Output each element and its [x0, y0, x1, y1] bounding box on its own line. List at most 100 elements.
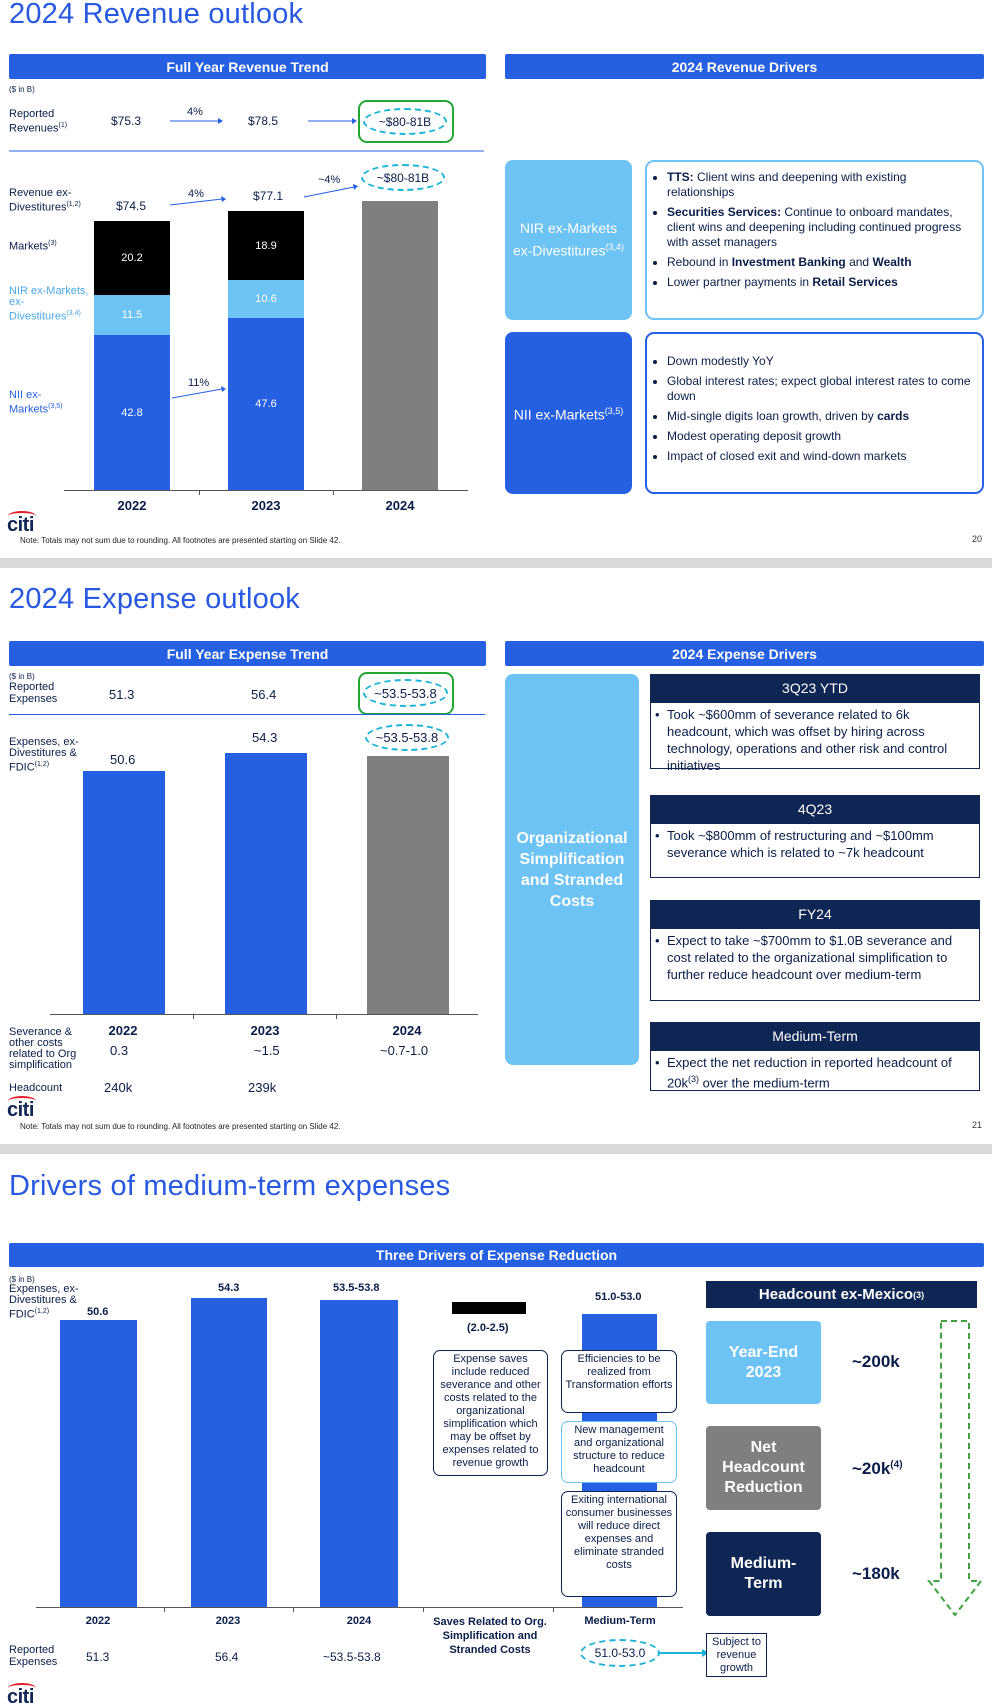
bar-2022-nii: 42.8	[94, 335, 170, 490]
three-drivers-banner: Three Drivers of Expense Reduction	[9, 1243, 984, 1267]
driver-body-fy24: • Expect to take ~$700mm to $1.0B severan…	[650, 928, 980, 1001]
nii-label: NII ex-Markets(3,5)	[9, 389, 63, 416]
severance-label: Severance & other costs related to Org s…	[9, 1026, 77, 1071]
unit-label: ($ in B)	[9, 1275, 35, 1284]
reported-2022: $75.3	[111, 114, 142, 128]
bar-label-2023: 54.3	[252, 730, 278, 745]
axis-tick	[164, 1607, 165, 1612]
nir-bullet: Lower partner payments in Retail Service…	[667, 275, 972, 290]
driver-header-3q23: 3Q23 YTD	[650, 674, 980, 702]
slide-separator	[0, 558, 992, 568]
reported-2022: 51.3	[109, 687, 135, 702]
bar-label-medium-term: 51.0-53.0	[595, 1291, 642, 1303]
x-label-2023: 2023	[251, 498, 281, 513]
footnote: Note: Totals may not sum due to rounding…	[20, 536, 341, 545]
headcount-header: Headcount ex-Mexico (3)	[706, 1281, 977, 1308]
bar-label-2022: 50.6	[110, 752, 136, 767]
hc-2022: 240k	[104, 1080, 133, 1095]
x-label-saves: Saves Related to Org. Simplification and…	[433, 1616, 547, 1656]
x-label-2024: 2024	[385, 498, 415, 513]
reported-expenses-label: Reported Expenses	[9, 681, 58, 705]
hc-value-year-end: ~200k	[852, 1352, 900, 1371]
nii-tile: NII ex-Markets(3,5)	[505, 332, 632, 494]
axis-tick	[333, 490, 334, 495]
bar-label-saves: (2.0-2.5)	[467, 1322, 509, 1334]
x-axis	[36, 1607, 683, 1608]
axis-tick	[193, 1014, 194, 1019]
page-title: 2024 Revenue outlook	[9, 0, 304, 30]
slide-separator	[0, 1144, 992, 1154]
nii-bullet: Global interest rates; expect global int…	[667, 374, 972, 404]
reported-2023: 56.4	[251, 687, 277, 702]
sev-2023: ~1.5	[254, 1043, 280, 1058]
left-banner: Full Year Revenue Trend	[9, 54, 486, 79]
reported-revenues-label: Reported Revenues(1)	[9, 108, 68, 135]
bar-2023-markets: 18.9	[228, 211, 304, 280]
bullet-dot: •	[655, 1055, 660, 1070]
slide-revenue-outlook: 2024 Revenue outlook Full Year Revenue T…	[0, 0, 992, 556]
nii-bullet: Down modestly YoY	[667, 354, 972, 369]
saves-textbox: Expense saves include reduced severance …	[433, 1350, 548, 1476]
total-2022: $74.5	[116, 199, 147, 213]
page-number: 21	[971, 1120, 982, 1130]
reported-2024-value: ~$80-81B	[363, 108, 447, 135]
slide-expense-outlook: 2024 Expense outlook Full Year Expense T…	[0, 568, 992, 1144]
bar-2023-nir: 10.6	[228, 280, 304, 318]
bar-2024	[367, 756, 449, 1014]
driver-body-medium-term: • Expect the net reduction in reported he…	[650, 1050, 980, 1091]
right-banner: 2024 Expense Drivers	[505, 641, 984, 666]
hc-tile-year-end: Year-End 2023	[706, 1321, 821, 1404]
reported-growth: 4%	[187, 106, 203, 118]
reported-medium-term: 51.0-53.0	[580, 1639, 660, 1667]
nii-growth: 11%	[188, 377, 210, 389]
hc-2023: 239k	[248, 1080, 277, 1095]
reported-2024: ~53.5-53.8	[323, 1650, 381, 1664]
page-title: 2024 Expense outlook	[9, 583, 300, 615]
growth-23-24: ~4%	[318, 174, 341, 186]
bar-saves	[452, 1302, 526, 1314]
x-label-2023: 2023	[215, 1615, 241, 1627]
driver-body-4q23: • Took ~$800mm of restructuring and ~$100…	[650, 823, 980, 878]
driver-header-4q23: 4Q23	[650, 795, 980, 823]
axis-tick	[199, 490, 200, 495]
nir-drivers-box: TTS: Client wins and deepening with exis…	[645, 160, 984, 320]
total-2023: $77.1	[253, 189, 284, 203]
nii-drivers-box: Down modestly YoY Global interest rates;…	[645, 332, 984, 494]
bar-2022	[83, 771, 165, 1014]
bar-2023	[191, 1298, 267, 1607]
left-banner: Full Year Expense Trend	[9, 641, 486, 666]
hc-value-net-reduction: ~20k(4)	[852, 1459, 903, 1478]
page-title: Drivers of medium-term expenses	[9, 1170, 451, 1202]
x-label-2022: 2022	[117, 498, 147, 513]
bar-2022-nir: 11.5	[94, 295, 170, 335]
down-arrow-icon	[926, 1320, 984, 1617]
mt-box-exiting: Exiting international consumer businesse…	[561, 1491, 677, 1597]
x-label-2024: 2024	[346, 1615, 372, 1627]
x-label-medium-term: Medium-Term	[584, 1615, 656, 1627]
nii-bullet: Modest operating deposit growth	[667, 429, 972, 444]
unit-label: ($ in B)	[9, 85, 35, 94]
subject-arrow	[660, 1649, 709, 1657]
expenses-label: Expenses, ex-Divestitures & FDIC(1,2)	[9, 736, 79, 774]
bar-2024	[320, 1300, 398, 1607]
subject-to-growth-box: Subject to revenue growth	[706, 1633, 767, 1677]
bar-2023-nii: 47.6	[228, 318, 304, 490]
bar-2023	[225, 753, 307, 1014]
x-axis	[64, 490, 468, 491]
reported-2024-highlight	[358, 100, 454, 143]
bar-label-2024: 53.5-53.8	[333, 1282, 380, 1294]
unit-label: ($ in B)	[9, 672, 35, 681]
x-label-2022: 2022	[108, 1023, 138, 1038]
bar-2024-total	[362, 201, 438, 490]
driver-header-medium-term: Medium-Term	[650, 1022, 980, 1050]
reported-2022: 51.3	[86, 1650, 110, 1664]
nir-label: NIR ex-Markets, ex-Divestitures(3,4)	[9, 285, 89, 323]
nii-bullet: Mid-single digits loan growth, driven by…	[667, 409, 972, 424]
page-number: 20	[971, 534, 982, 544]
citi-logo: citi	[7, 1683, 36, 1703]
x-axis	[50, 1014, 478, 1015]
bullet-dot: •	[655, 828, 660, 843]
bar-label-2023: 54.3	[218, 1282, 240, 1294]
hc-tile-medium-term: Medium-Term	[706, 1532, 821, 1616]
reported-arrows	[9, 118, 484, 399]
